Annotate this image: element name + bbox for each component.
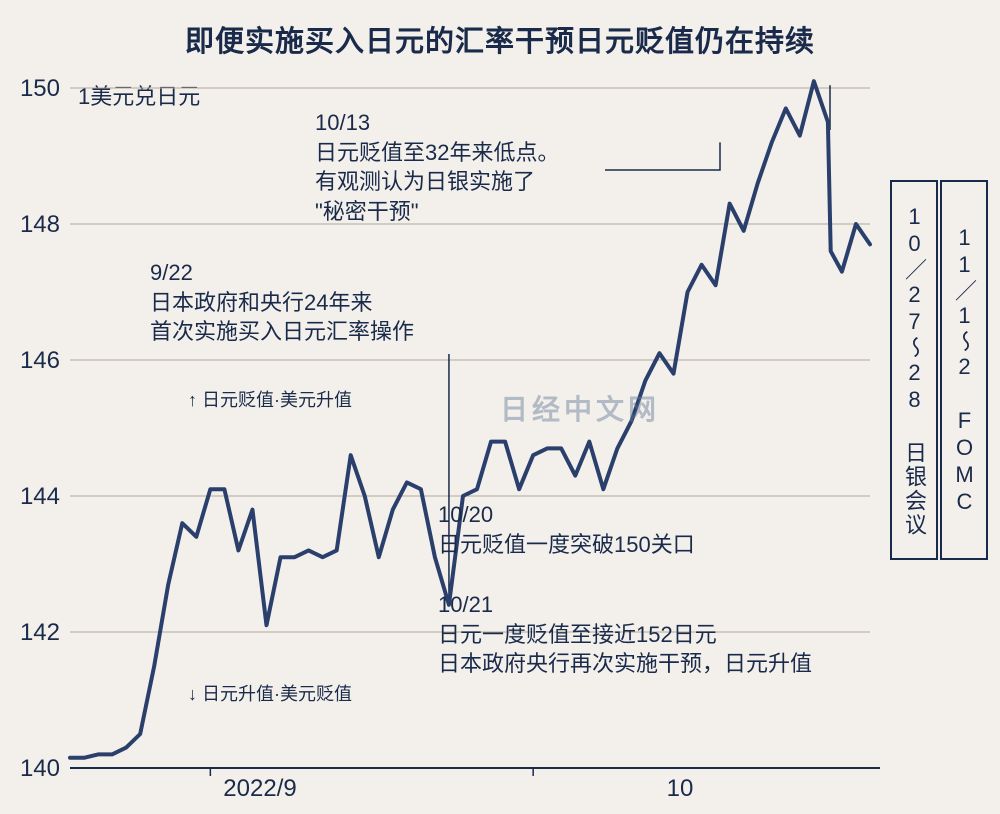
arrow-up-label: ↑ 日元贬值·美元升值 <box>188 386 352 412</box>
annot-line: 日本政府和央行24年来 <box>150 288 414 318</box>
xtick-oct: 10 <box>650 775 710 803</box>
right-box-fomc: 11／1〜2 FOMC <box>940 180 988 560</box>
annotation-10-20: 10/20 日元贬值一度突破150关口 <box>438 500 695 559</box>
annot-line: 日本政府央行再次实施干预，日元升值 <box>438 649 812 679</box>
down-arrow-icon: ↓ <box>188 684 197 704</box>
ytick-140: 140 <box>10 755 60 783</box>
ytick-142: 142 <box>10 619 60 647</box>
annotation-10-13: 10/13 日元贬值至32年来低点。 有观测认为日银实施了 "秘密干预" <box>315 108 559 227</box>
ytick-144: 144 <box>10 483 60 511</box>
up-arrow-icon: ↑ <box>188 390 197 410</box>
arrow-up-text: 日元贬值·美元升值 <box>202 390 352 410</box>
annot-date: 10/13 <box>315 108 559 138</box>
annot-line: "秘密干预" <box>315 197 559 227</box>
watermark: 日经中文网 <box>500 388 660 428</box>
right-box-boj: 10／27〜28 日银会议 <box>890 180 938 560</box>
chart-container: 即便实施买入日元的汇率干预日元贬值仍在持续 1美元兑日元 150 148 146… <box>0 0 1000 814</box>
annotation-10-21: 10/21 日元一度贬值至接近152日元 日本政府央行再次实施干预，日元升值 <box>438 590 812 679</box>
annot-date: 10/21 <box>438 590 812 620</box>
annot-date: 10/20 <box>438 500 695 530</box>
xtick-sep: 2022/9 <box>200 775 320 803</box>
annot-line: 日元贬值至32年来低点。 <box>315 138 559 168</box>
arrow-down-label: ↓ 日元升值·美元贬值 <box>188 680 352 706</box>
annotation-9-22: 9/22 日本政府和央行24年来 首次实施买入日元汇率操作 <box>150 258 414 347</box>
ytick-148: 148 <box>10 211 60 239</box>
annot-date: 9/22 <box>150 258 414 288</box>
annot-line: 有观测认为日银实施了 <box>315 167 559 197</box>
annot-line: 日元一度贬值至接近152日元 <box>438 620 812 650</box>
ytick-146: 146 <box>10 347 60 375</box>
ytick-150: 150 <box>10 75 60 103</box>
arrow-down-text: 日元升值·美元贬值 <box>202 684 352 704</box>
annot-line: 日元贬值一度突破150关口 <box>438 530 695 560</box>
annot-line: 首次实施买入日元汇率操作 <box>150 317 414 347</box>
